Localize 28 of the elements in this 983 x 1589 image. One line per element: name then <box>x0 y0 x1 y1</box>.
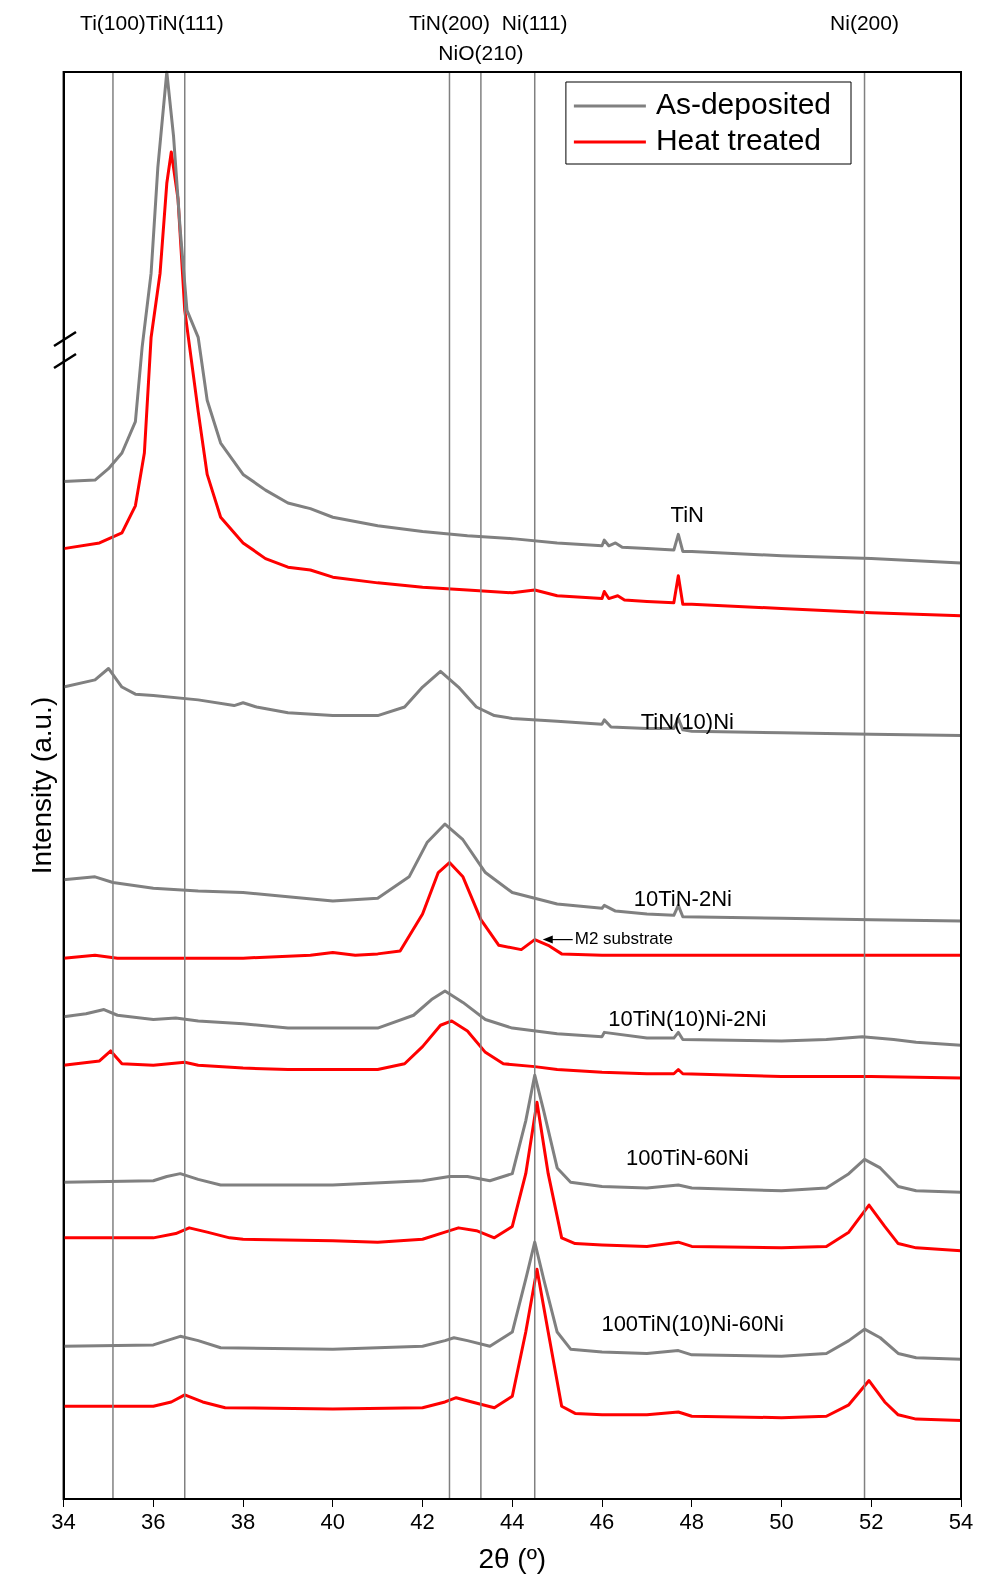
x-tick-label: 52 <box>859 1509 884 1535</box>
ref-line-label: TiN(111) <box>145 11 224 34</box>
x-tick-label: 36 <box>141 1509 166 1535</box>
annotation: TiN(10)Ni <box>640 708 734 734</box>
x-tick-label: 38 <box>230 1509 256 1535</box>
annotation: 100TiN(10)Ni-60Ni <box>601 1310 784 1336</box>
annotation: 10TiN(10)Ni-2Ni <box>608 1005 767 1031</box>
annotation: M2 substrate <box>574 929 673 949</box>
x-tick-label: 48 <box>679 1509 705 1535</box>
ref-line-label: TiN(200) <box>409 11 490 34</box>
y-axis-title: Intensity (a.u.) <box>25 696 57 875</box>
ref-line-label: NiO(210) <box>438 41 524 64</box>
legend-label: Heat treated <box>655 123 821 157</box>
ref-line-label: Ti(100) <box>80 11 146 34</box>
legend-label: As-deposited <box>655 87 831 121</box>
ref-line-label: Ni(200) <box>830 11 899 34</box>
x-tick-label: 50 <box>769 1509 794 1535</box>
x-tick-label: 46 <box>589 1509 615 1535</box>
x-axis-title: 2θ (º) <box>478 1542 547 1574</box>
annotation: TiN <box>670 501 704 527</box>
x-tick-label: 54 <box>948 1509 974 1535</box>
annotation: 100TiN-60Ni <box>625 1145 749 1171</box>
x-tick-label: 40 <box>320 1509 346 1535</box>
x-tick-label: 42 <box>410 1509 435 1535</box>
annotation: 10TiN-2Ni <box>633 885 732 911</box>
x-tick-label: 34 <box>51 1509 76 1535</box>
x-tick-label: 44 <box>500 1509 525 1535</box>
ref-line-label: Ni(111) <box>501 11 568 34</box>
